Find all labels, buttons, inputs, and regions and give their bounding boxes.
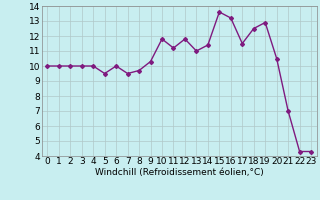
X-axis label: Windchill (Refroidissement éolien,°C): Windchill (Refroidissement éolien,°C) [95,168,264,177]
